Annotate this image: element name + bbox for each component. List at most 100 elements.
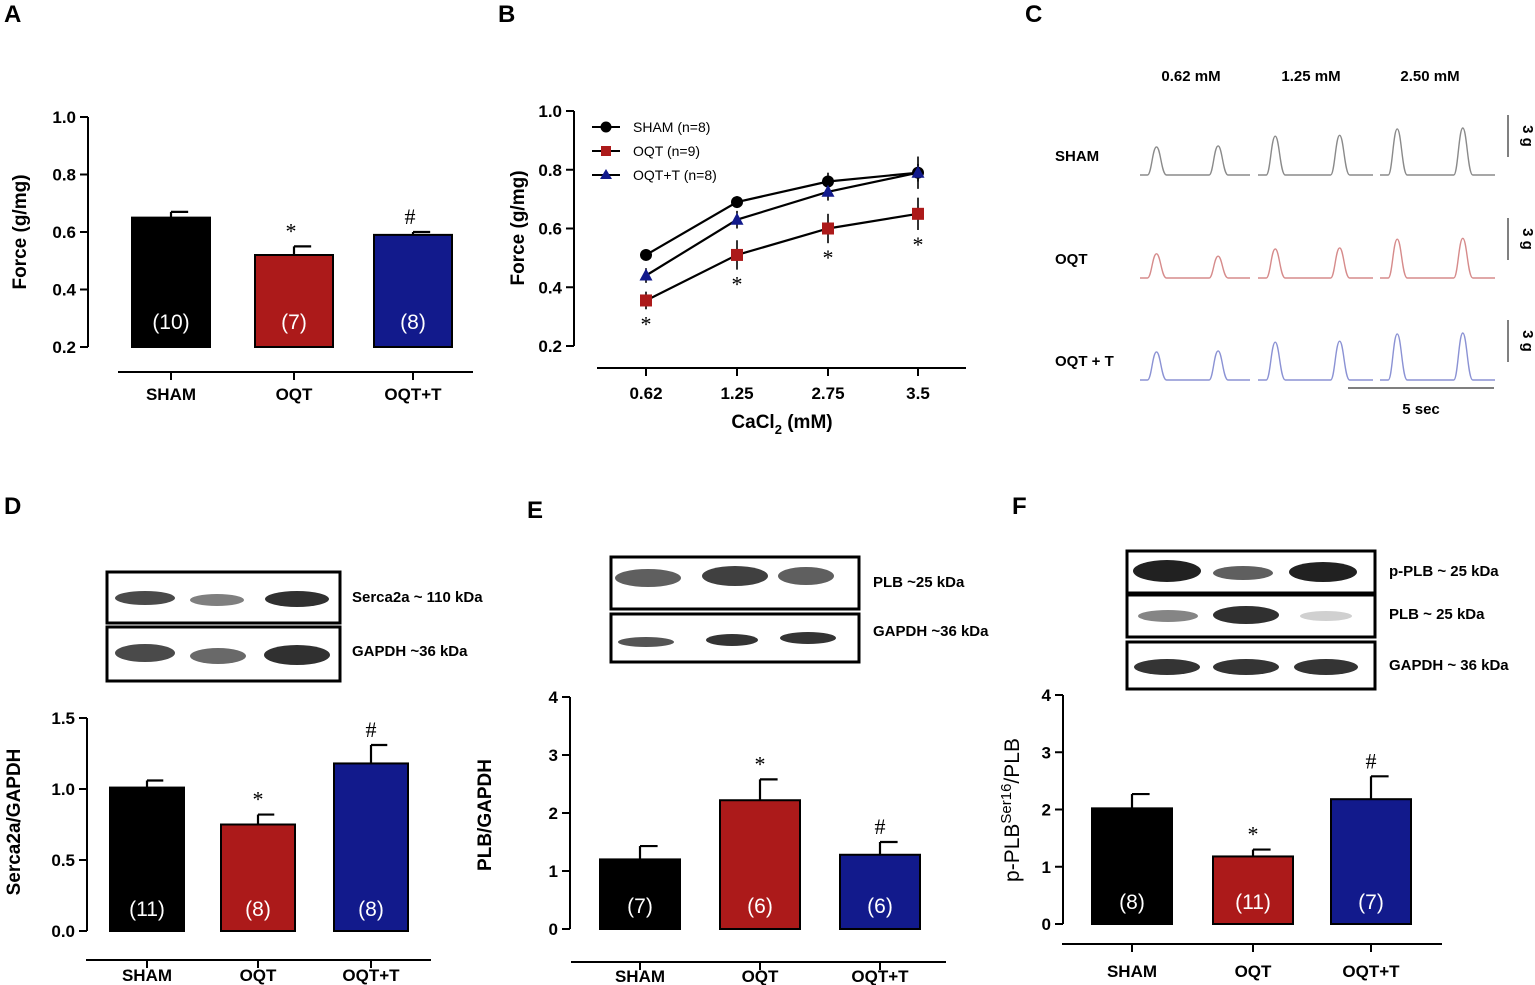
x-tick-label: SHAM [615,967,665,985]
bar-n-label: (11) [1235,891,1271,914]
legend-label: SHAM (n=8) [633,119,710,135]
x-tick-label: SHAM [1107,962,1157,981]
force-trace [1380,127,1495,176]
significance-marker: * [913,232,924,257]
y-tick-label: 3 [1042,743,1051,762]
panel-letter-b: B [498,1,515,28]
chart-a: 0.2 0.4 0.6 0.8 1.0 (10) SHAM (7) * OQT (8) # OQT+T F… [10,108,473,404]
band [1134,659,1200,675]
y-tick-label: 1.0 [52,108,76,127]
data-point [730,212,744,225]
y-tick-label: 0.6 [52,223,76,242]
y-tick-label: 1.0 [51,780,75,799]
concentration-label: 2.50 mM [1400,68,1459,85]
chart-f: 0 1 2 3 4 (8) SHAM (11) * OQT (7) # OQT+T p-PLBSer16/… [998,686,1442,981]
significance-marker: * [823,245,834,270]
x-tick-label: OQT [1235,962,1272,981]
series-line [645,171,919,277]
time-scale-label: 5 sec [1402,401,1440,418]
force-trace [1258,247,1373,279]
chart-b: 0.2 0.4 0.6 0.8 1.0 0.62 1.25 2.75 3.5 CaCl2 (mM)… [508,102,966,437]
bar-n-label: (6) [867,895,893,918]
concentration-label: 1.25 mM [1281,68,1340,85]
legend-marker [600,121,612,133]
band [780,632,836,644]
y-tick-label: 0.8 [538,161,562,180]
x-tick-label: 3.5 [906,384,930,403]
blot-label: PLB ~ 25 kDa [1389,606,1485,623]
band [1213,659,1279,675]
x-tick-label: SHAM [146,385,196,404]
legend-marker [600,169,612,179]
y-tick-label: 1 [549,862,558,881]
significance-marker: * [286,218,297,243]
bar-n-label: (11) [129,898,165,921]
x-tick-label: OQT+T [342,966,400,985]
x-tick-label: OQT+T [384,385,442,404]
band [190,594,244,606]
bar [373,233,453,348]
band [1133,560,1201,582]
data-point [639,268,653,281]
significance-marker: # [1366,748,1377,773]
band [1213,566,1273,580]
data-point [640,248,652,261]
y-tick-label: 0 [549,920,558,939]
bar-n-label: (8) [1119,891,1145,914]
band [1213,606,1279,624]
panel-letter-d: D [4,493,21,520]
chart-d: 0.0 0.5 1.0 1.5 (11) SHAM (8) * OQT (8) # OQT+T Serc… [4,709,431,985]
bar-n-label: (10) [152,311,189,334]
trace-row-label: SHAM [1055,148,1099,165]
x-tick-label: 2.75 [811,384,844,403]
band [778,567,834,585]
band [1300,611,1352,621]
force-trace [1380,332,1495,381]
x-label-main: CaCl [731,412,774,433]
chart-e: 0 1 2 3 4 (7) SHAM (6) * OQT (6) # OQT+T PLB/GAPDH [475,688,946,985]
y-tick-label: 0.2 [52,338,76,357]
y-axis-label: PLB/GAPDH [475,759,496,871]
y-label-sup: Ser16 [998,784,1015,824]
bar [1212,855,1294,926]
scale-bar-label: 3 g [1519,125,1535,147]
band [618,637,674,647]
blot-label: GAPDH ~ 36 kDa [1389,657,1509,674]
blot-label: GAPDH ~36 kDa [873,623,989,640]
band [115,591,175,605]
series-line [645,171,919,256]
y-tick-label: 0.4 [538,278,562,297]
y-tick-label: 0.8 [52,166,76,185]
panel-letter-e: E [527,497,543,524]
data-point [640,294,652,307]
bar [131,216,211,348]
x-tick-label: OQT+T [1342,962,1400,981]
bar-n-label: (7) [281,311,307,334]
concentration-label: 0.62 mM [1161,68,1220,85]
blot-label: Serca2a ~ 110 kDa [352,589,483,606]
bar [254,254,334,348]
x-tick-label: OQT [276,385,313,404]
bar [599,858,681,931]
legend-label: OQT (n=9) [633,143,700,159]
blot-label: GAPDH ~36 kDa [352,643,468,660]
legend-marker [601,146,611,156]
legend-label: OQT+T (n=8) [633,167,717,183]
x-tick-label: 0.62 [629,384,662,403]
x-tick-label: OQT+T [851,967,909,985]
x-tick-label: 1.25 [720,384,753,403]
y-axis-label: Force (g/mg) [10,174,31,289]
scale-bar-label: 3 g [1519,228,1535,250]
y-tick-label: 4 [549,688,559,707]
x-tick-label: OQT [742,967,779,985]
y-axis-label: Serca2a/GAPDH [4,749,25,896]
band [1294,659,1358,675]
band [1289,562,1357,582]
band [265,591,329,607]
x-label-unit: (mM) [782,412,833,433]
y-tick-label: 0.0 [51,922,75,941]
data-point [912,207,924,220]
x-tick-label: OQT [240,966,277,985]
band [615,569,681,587]
bar [109,786,185,933]
